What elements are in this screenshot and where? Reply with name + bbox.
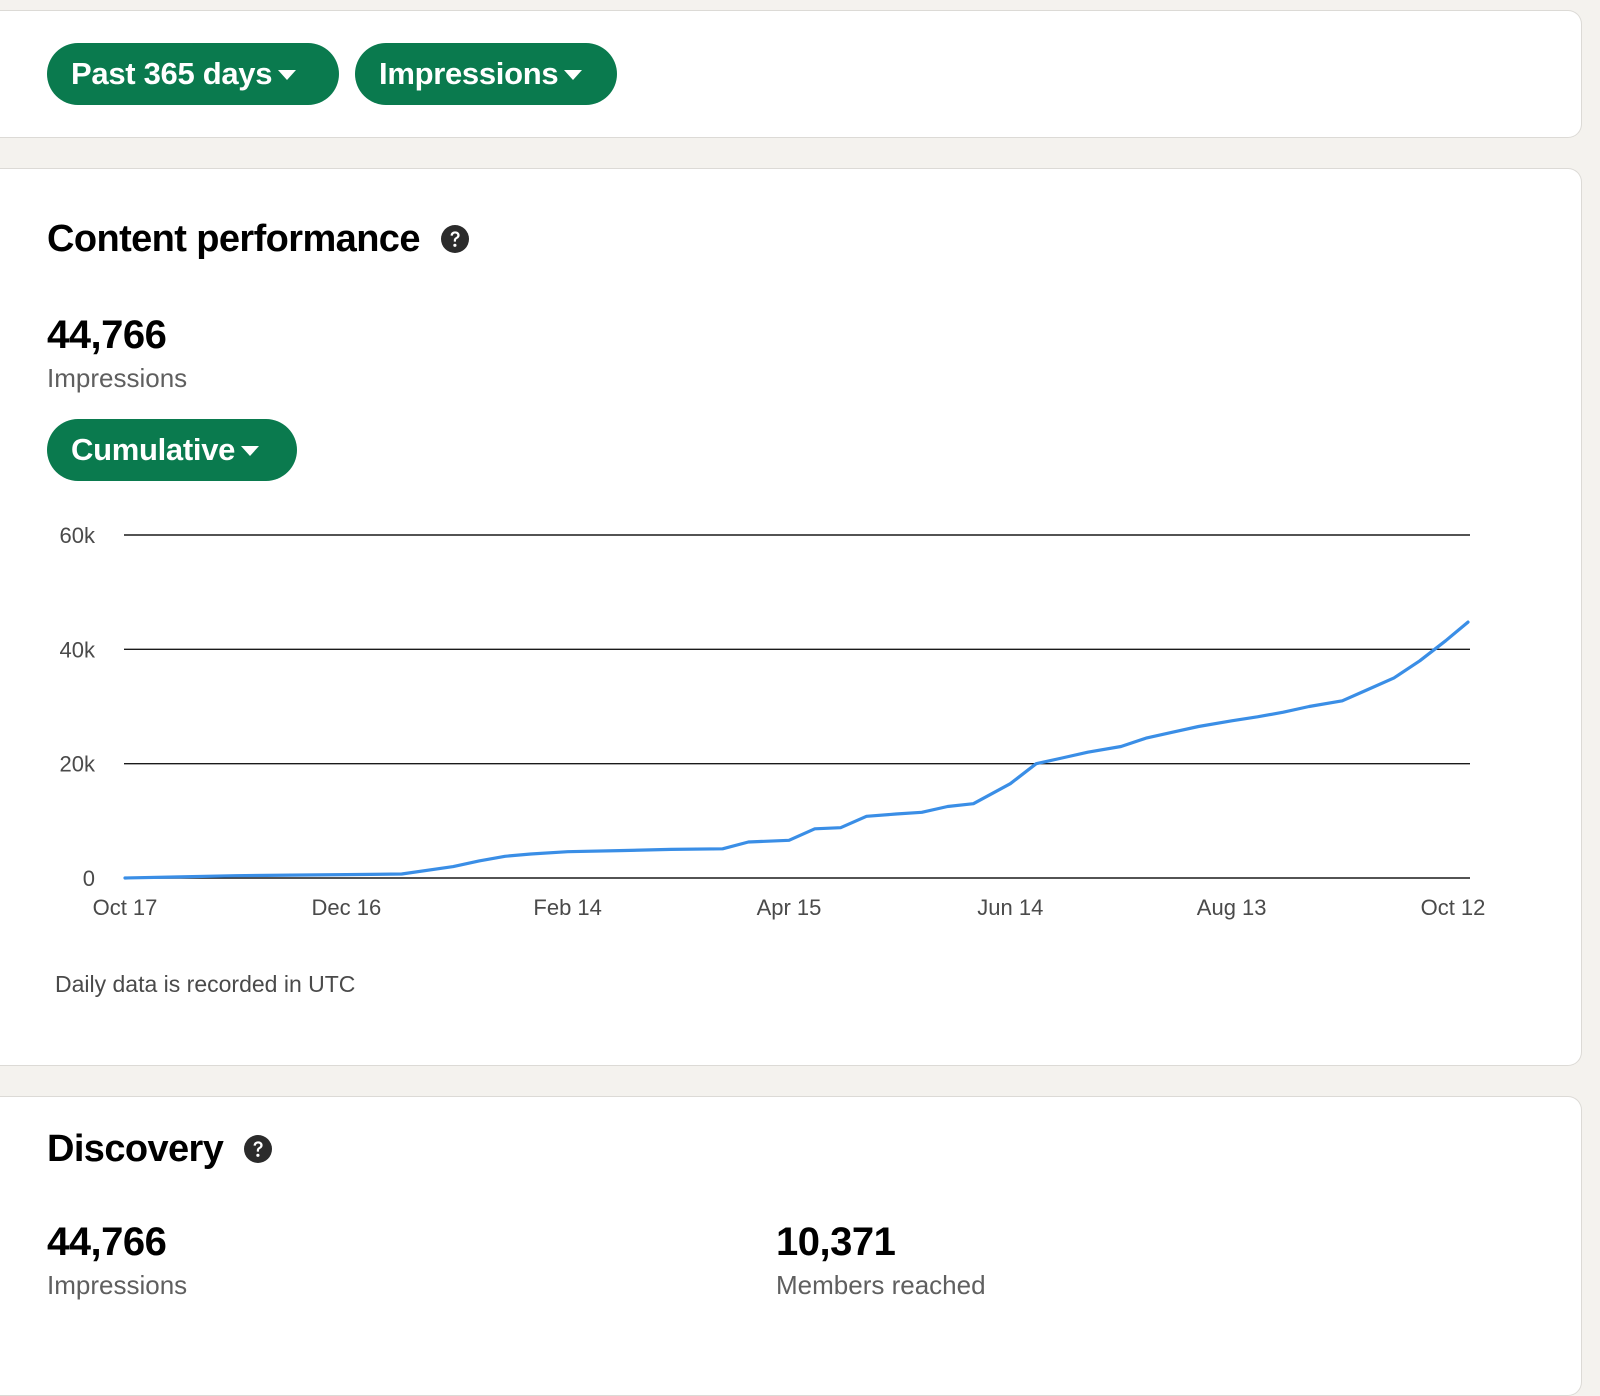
caret-down-icon	[564, 70, 583, 80]
discovery-impressions-value: 44,766	[47, 1220, 167, 1264]
y-tick-label: 40k	[60, 637, 96, 662]
y-tick-label: 60k	[60, 523, 96, 548]
content-performance-heading: Content performance	[47, 217, 470, 261]
x-tick-label: Dec 16	[311, 895, 381, 920]
y-tick-label: 0	[83, 866, 95, 891]
metric-dropdown[interactable]: Impressions	[355, 43, 617, 105]
x-tick-label: Aug 13	[1197, 895, 1267, 920]
section-title: Discovery	[47, 1128, 224, 1170]
view-mode-dropdown[interactable]: Cumulative	[47, 419, 297, 481]
members-reached-value: 10,371	[776, 1220, 896, 1264]
discovery-impressions-label: Impressions	[47, 1270, 188, 1300]
impressions-total-value: 44,766	[47, 313, 167, 357]
x-tick-label: Oct 12	[1421, 895, 1486, 920]
y-tick-label: 20k	[60, 752, 96, 777]
x-tick-label: Apr 15	[757, 895, 822, 920]
view-mode-label: Cumulative	[71, 432, 236, 467]
question-circle-icon[interactable]	[440, 224, 470, 254]
impressions-total-label: Impressions	[47, 363, 188, 393]
metric-label: Impressions	[379, 56, 559, 91]
date-range-dropdown[interactable]: Past 365 days	[47, 43, 339, 105]
series-line-impressions	[123, 620, 1470, 880]
x-tick-label: Jun 14	[977, 895, 1043, 920]
x-tick-label: Oct 17	[93, 895, 158, 920]
content-performance-card: Content performance 44,766 Impressions C…	[0, 168, 1582, 1066]
x-tick-label: Feb 14	[533, 895, 602, 920]
caret-down-icon	[278, 70, 297, 80]
discovery-card: Discovery 44,766 Impressions 10,371 Memb…	[0, 1096, 1582, 1396]
caret-down-icon	[241, 446, 260, 456]
members-reached-label: Members reached	[776, 1270, 986, 1300]
section-title: Content performance	[47, 218, 420, 260]
filter-bar: Past 365 days Impressions	[0, 10, 1582, 138]
discovery-heading: Discovery	[47, 1127, 273, 1171]
date-range-label: Past 365 days	[71, 56, 273, 91]
impressions-line-chart: 0 20k 40k 60k Oct 17 Dec 16 Feb 14 Apr 15 Jun 14…	[60, 523, 1486, 920]
question-circle-icon[interactable]	[243, 1134, 273, 1164]
utc-footnote: Daily data is recorded in UTC	[55, 971, 356, 997]
